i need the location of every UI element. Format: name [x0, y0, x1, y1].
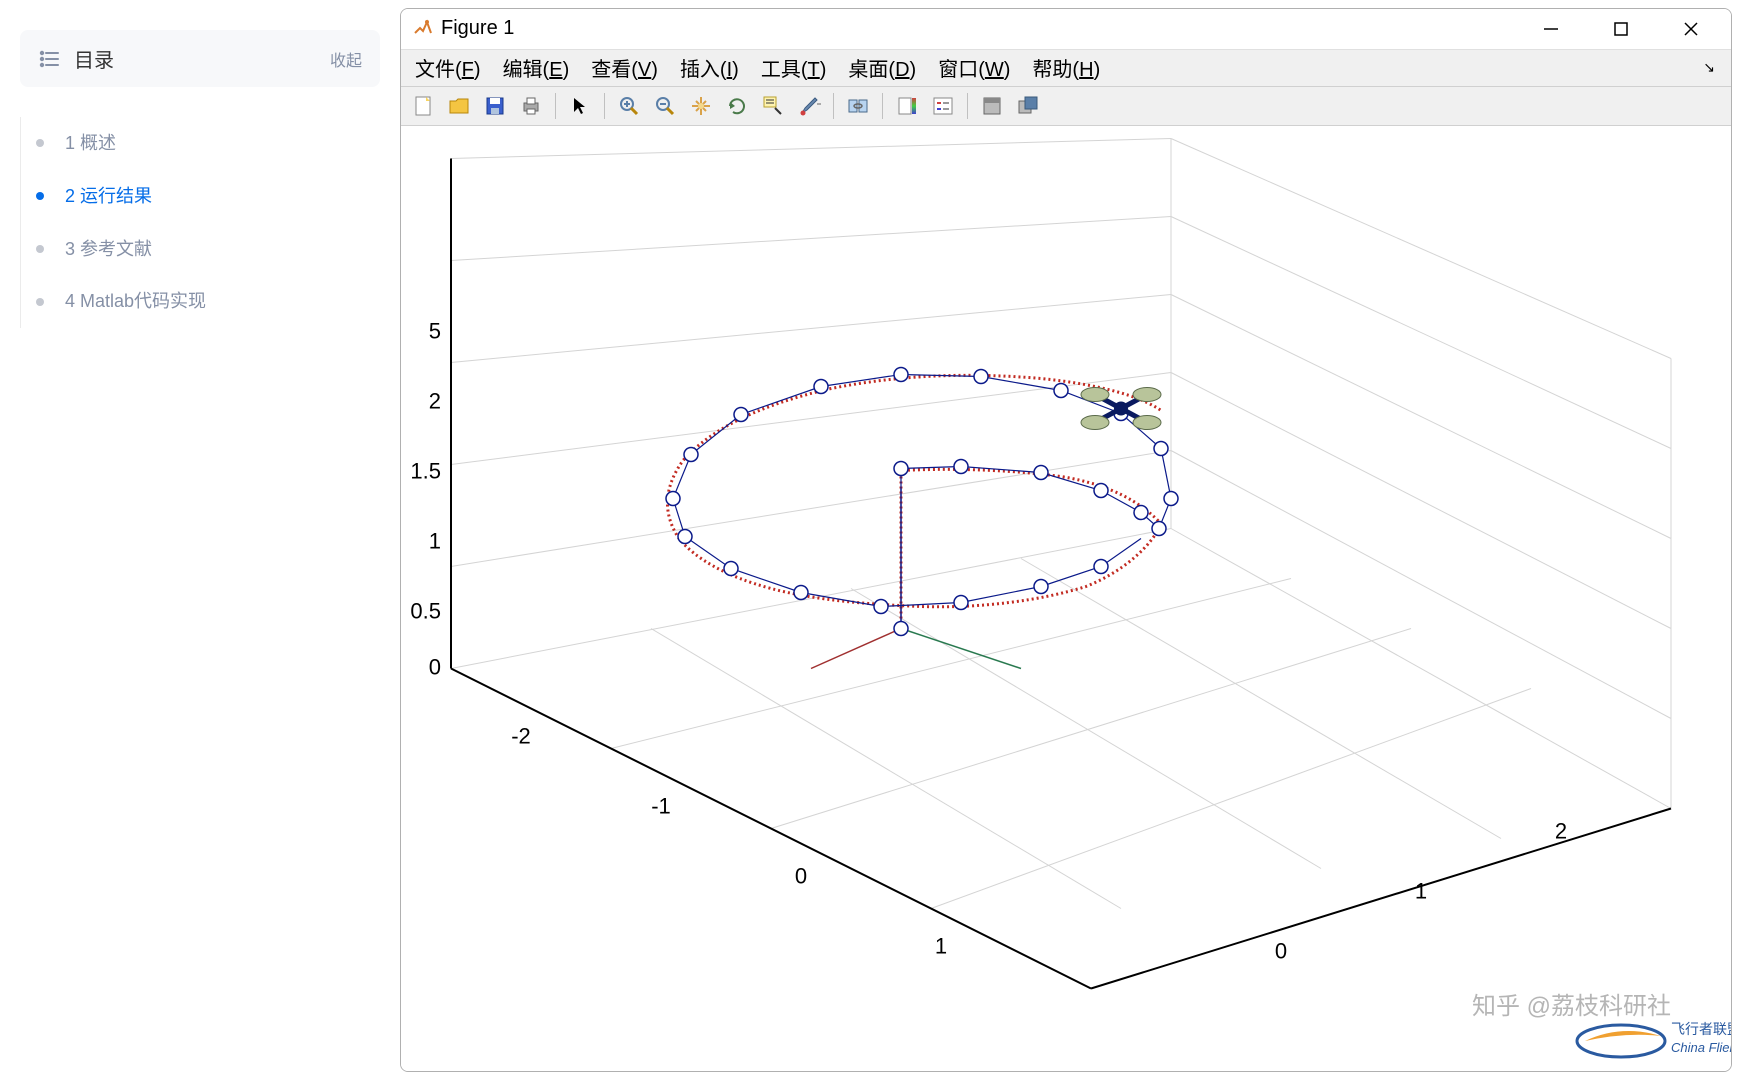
close-button[interactable]: [1671, 13, 1711, 45]
menu-window[interactable]: 窗口(W): [934, 51, 1014, 84]
undock-icon[interactable]: [1012, 90, 1044, 122]
svg-text:China Flier: China Flier: [1671, 1040, 1731, 1055]
dock-icon[interactable]: [976, 90, 1008, 122]
link-icon[interactable]: [842, 90, 874, 122]
titlebar: Figure 1: [401, 9, 1731, 50]
toc-header: 目录 收起: [20, 30, 380, 87]
ztick-4: 2: [429, 389, 441, 414]
menu-view[interactable]: 查看(V): [587, 51, 662, 84]
svg-text:飞行者联盟: 飞行者联盟: [1671, 1021, 1731, 1037]
toc-item-results[interactable]: 2 运行结果: [41, 170, 380, 223]
corner-logo: 飞行者联盟 China Flier: [1571, 1006, 1731, 1071]
xtick-2: 0: [795, 864, 807, 889]
xtick-3: 1: [935, 934, 947, 959]
toc-item-overview[interactable]: 1 概述: [41, 117, 380, 170]
toc-list: 1 概述 2 运行结果 3 参考文献 4 Matlab代码实现: [20, 117, 380, 328]
pointer-icon[interactable]: [564, 90, 596, 122]
plot-3d: 0 0.5 1 1.5 2 5 -2 -1 0 1 0 1: [401, 126, 1731, 1071]
data-cursor-icon[interactable]: [757, 90, 789, 122]
menu-overflow-icon[interactable]: ↘: [1703, 59, 1721, 76]
window-controls: [1531, 13, 1719, 45]
save-icon[interactable]: [479, 90, 511, 122]
matlab-icon: [413, 19, 433, 39]
zoom-out-icon[interactable]: [649, 90, 681, 122]
menu-edit[interactable]: 编辑(E): [499, 51, 574, 84]
figure-area: Figure 1 文件(F) 编辑(E) 查看(V) 插入(I) 工具(T) 桌…: [400, 0, 1752, 1080]
plot-area[interactable]: 0 0.5 1 1.5 2 5 -2 -1 0 1 0 1: [401, 126, 1731, 1071]
toc-title: 目录: [74, 44, 114, 73]
colorbar-icon[interactable]: [891, 90, 923, 122]
new-icon[interactable]: [407, 90, 439, 122]
menu-tools[interactable]: 工具(T): [757, 51, 831, 84]
ytick-1: 1: [1415, 879, 1427, 904]
menubar: 文件(F) 编辑(E) 查看(V) 插入(I) 工具(T) 桌面(D) 窗口(W…: [401, 50, 1731, 87]
pan-icon[interactable]: [685, 90, 717, 122]
toc-icon: [38, 47, 62, 71]
ztick-1: 0.5: [410, 599, 441, 624]
menu-help[interactable]: 帮助(H): [1028, 51, 1104, 84]
xtick-1: -1: [651, 794, 671, 819]
ytick-0: 0: [1275, 939, 1287, 964]
menu-file[interactable]: 文件(F): [411, 51, 485, 84]
sidebar: 目录 收起 1 概述 2 运行结果 3 参考文献 4 Matlab代码实现: [0, 0, 400, 1080]
zoom-in-icon[interactable]: [613, 90, 645, 122]
toc-item-matlab-code[interactable]: 4 Matlab代码实现: [41, 275, 380, 328]
ztick-3: 1.5: [410, 459, 441, 484]
toc-item-references[interactable]: 3 参考文献: [41, 223, 380, 276]
maximize-button[interactable]: [1601, 13, 1641, 45]
menu-insert[interactable]: 插入(I): [676, 51, 743, 84]
print-icon[interactable]: [515, 90, 547, 122]
figure-window: Figure 1 文件(F) 编辑(E) 查看(V) 插入(I) 工具(T) 桌…: [400, 8, 1732, 1072]
toolbar: [401, 87, 1731, 126]
legend-icon[interactable]: [927, 90, 959, 122]
ztick-5: 5: [429, 319, 441, 344]
toc-collapse-button[interactable]: 收起: [330, 47, 362, 71]
drone-icon: [1081, 388, 1161, 430]
window-title: Figure 1: [441, 17, 1531, 40]
open-icon[interactable]: [443, 90, 475, 122]
ytick-2: 2: [1555, 819, 1567, 844]
minimize-button[interactable]: [1531, 13, 1571, 45]
menu-desktop[interactable]: 桌面(D): [844, 51, 920, 84]
brush-icon[interactable]: [793, 90, 825, 122]
ztick-2: 1: [429, 529, 441, 554]
ztick-0: 0: [429, 655, 441, 680]
blue-markers: [666, 368, 1178, 636]
xtick-0: -2: [511, 724, 531, 749]
rotate-icon[interactable]: [721, 90, 753, 122]
